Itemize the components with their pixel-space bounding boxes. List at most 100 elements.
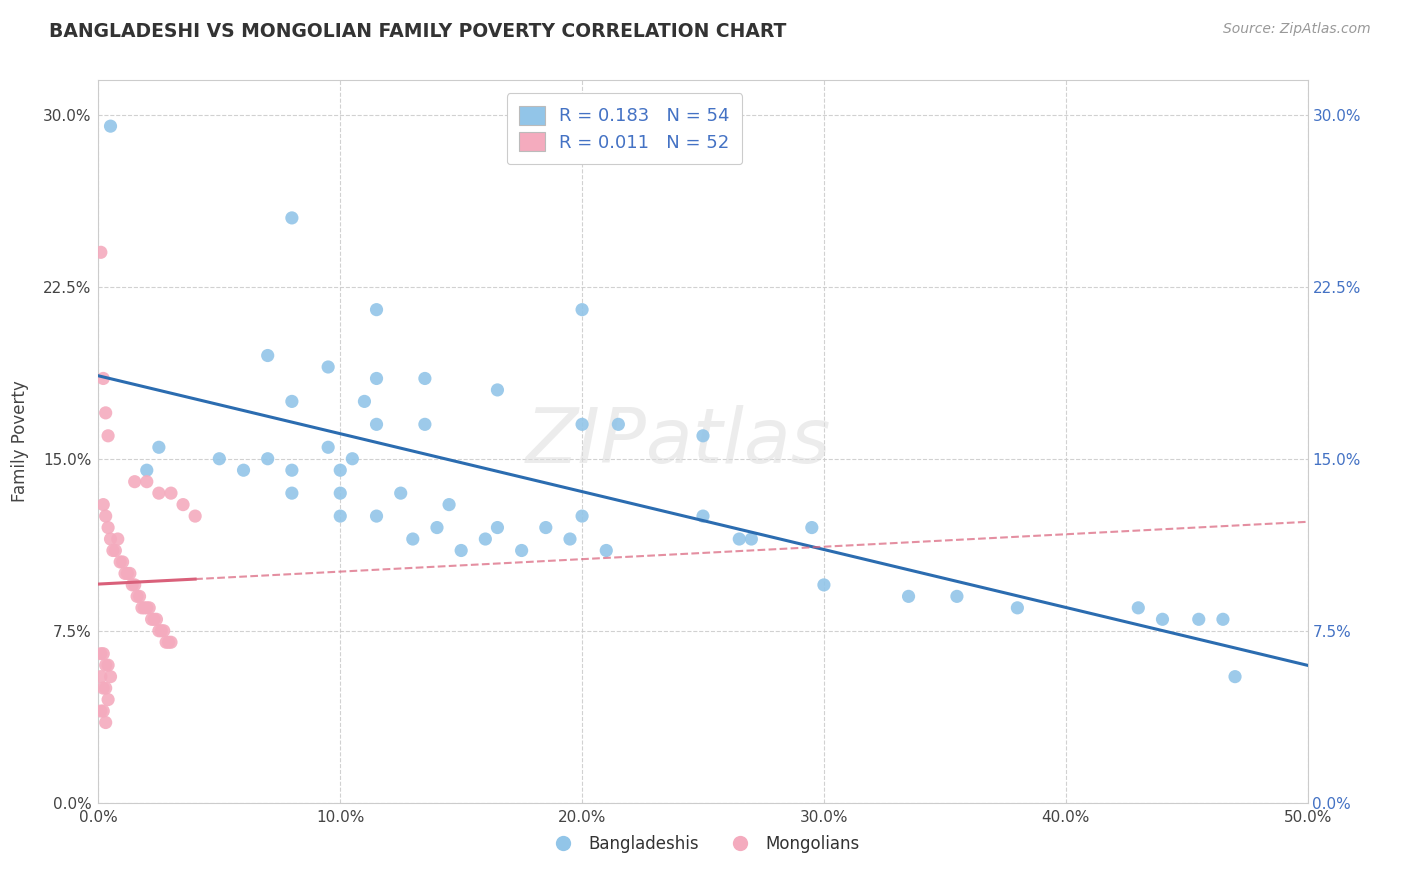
Point [104, 543, 127, 558]
Point [329, 509, 352, 524]
Point [437, 498, 460, 512]
Point [124, 475, 146, 489]
Point [946, 590, 969, 604]
Point [107, 532, 129, 546]
Point [100, 119, 122, 133]
Point [897, 590, 920, 604]
Point [329, 486, 352, 500]
Point [94, 658, 117, 673]
Point [148, 624, 170, 638]
Point [90, 245, 112, 260]
Point [128, 590, 150, 604]
Point [91, 704, 114, 718]
Point [94, 509, 117, 524]
Point [571, 302, 593, 317]
Point [474, 532, 496, 546]
Point [208, 451, 231, 466]
Point [281, 394, 304, 409]
Point [97, 692, 120, 706]
Point [117, 566, 139, 581]
Legend: Bangladeshis, Mongolians: Bangladeshis, Mongolians [540, 828, 866, 860]
Point [111, 555, 134, 569]
Point [607, 417, 630, 432]
Point [134, 600, 156, 615]
Point [281, 463, 304, 477]
Point [160, 635, 183, 649]
Text: ZIPatlas: ZIPatlas [526, 405, 831, 478]
Point [1007, 600, 1029, 615]
Point [1212, 612, 1234, 626]
Point [155, 635, 177, 649]
Point [138, 600, 160, 615]
Point [127, 590, 149, 604]
Point [534, 520, 557, 534]
Point [91, 498, 114, 512]
Point [91, 647, 114, 661]
Point [90, 647, 112, 661]
Point [813, 578, 835, 592]
Point [353, 394, 375, 409]
Point [510, 543, 533, 558]
Point [740, 532, 762, 546]
Point [172, 498, 194, 512]
Point [148, 440, 170, 454]
Point [692, 509, 714, 524]
Point [135, 463, 157, 477]
Point [450, 543, 472, 558]
Point [131, 600, 153, 615]
Point [94, 715, 117, 730]
Point [118, 566, 141, 581]
Point [157, 635, 180, 649]
Point [145, 612, 167, 626]
Point [316, 440, 339, 454]
Point [94, 406, 117, 420]
Point [692, 429, 714, 443]
Point [148, 486, 170, 500]
Point [342, 451, 364, 466]
Point [1128, 600, 1150, 615]
Point [232, 463, 254, 477]
Point [413, 371, 436, 385]
Text: BANGLADESHI VS MONGOLIAN FAMILY POVERTY CORRELATION CHART: BANGLADESHI VS MONGOLIAN FAMILY POVERTY … [49, 22, 786, 41]
Point [121, 578, 143, 592]
Point [558, 532, 581, 546]
Point [571, 417, 593, 432]
Point [135, 475, 157, 489]
Point [135, 600, 157, 615]
Y-axis label: Family Poverty: Family Poverty [11, 381, 30, 502]
Point [486, 520, 509, 534]
Point [143, 612, 166, 626]
Point [97, 520, 120, 534]
Text: Source: ZipAtlas.com: Source: ZipAtlas.com [1223, 22, 1371, 37]
Point [316, 359, 339, 374]
Point [426, 520, 449, 534]
Point [366, 509, 388, 524]
Point [402, 532, 425, 546]
Point [366, 417, 388, 432]
Point [152, 624, 174, 638]
Point [160, 486, 183, 500]
Point [366, 302, 388, 317]
Point [329, 463, 352, 477]
Point [90, 670, 112, 684]
Point [366, 371, 388, 385]
Point [571, 509, 593, 524]
Point [91, 371, 114, 385]
Point [256, 349, 278, 363]
Point [100, 670, 122, 684]
Point [1188, 612, 1211, 626]
Point [1223, 670, 1246, 684]
Point [141, 612, 163, 626]
Point [150, 624, 173, 638]
Point [1152, 612, 1174, 626]
Point [94, 681, 117, 695]
Point [108, 555, 131, 569]
Point [91, 681, 114, 695]
Point [281, 211, 304, 225]
Point [124, 578, 146, 592]
Point [486, 383, 509, 397]
Point [595, 543, 617, 558]
Point [256, 451, 278, 466]
Point [100, 532, 122, 546]
Point [800, 520, 823, 534]
